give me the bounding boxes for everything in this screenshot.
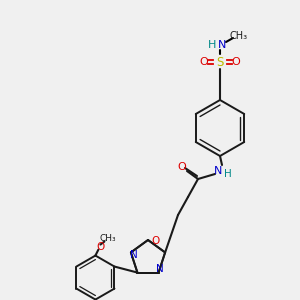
Text: O: O <box>151 236 159 246</box>
Text: O: O <box>232 57 240 67</box>
Text: O: O <box>96 242 104 252</box>
Text: N: N <box>214 166 222 176</box>
Text: CH₃: CH₃ <box>99 234 116 243</box>
Text: CH₃: CH₃ <box>230 31 248 41</box>
Text: S: S <box>216 56 224 68</box>
Text: N: N <box>156 264 164 274</box>
Text: H: H <box>224 169 232 179</box>
Text: O: O <box>200 57 208 67</box>
Text: N: N <box>130 250 138 260</box>
Text: O: O <box>178 162 186 172</box>
Text: H: H <box>208 40 216 50</box>
Text: N: N <box>218 40 226 50</box>
